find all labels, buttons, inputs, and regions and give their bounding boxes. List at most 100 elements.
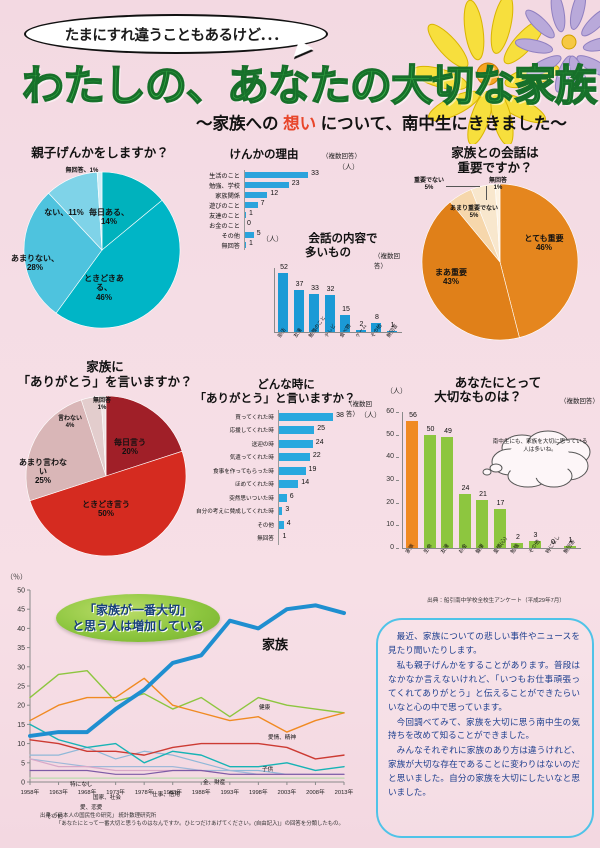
kaiwa-pie-chart [421,184,579,341]
pie-label-tokidoki: ときどきある、 46% [84,274,124,302]
bar-rect [458,493,471,548]
essay-paragraph: 最近、家族についての悲しい事件やニュースを見たり聞いたりします。 [388,631,580,655]
purple-flower-icon [514,0,600,93]
line-series-label: 家族 [262,637,289,652]
bar-rect [293,289,304,332]
line-series [29,669,345,718]
page-title: わたしの、あなたの大切な家族 [21,61,598,110]
taisetsu-title-2: 大切なものは？ [434,390,522,404]
trend-plot: 0 5 10 15 20 25 30 35 40 45 50 1958年 1963年 1968年 1973年… [0,580,360,821]
bar-rect [278,439,313,448]
bar-rect [278,493,287,502]
bar-rect [278,466,306,475]
bar-value-label: 3 [533,532,538,540]
pie-label-nai: ない、11% [44,208,84,217]
axis-tick: 1988年 [192,788,211,796]
bar-rect [340,314,350,332]
tick-mark [396,434,399,436]
axis-tick: 1958年 [21,788,40,796]
bar-value-label: 17 [496,500,505,508]
axis-tick: 0 [390,544,394,551]
pie-label-maa: まあ重要 43% [435,268,467,287]
pie-slice [25,399,107,502]
bar-category-label: 買ってくれた時 [235,414,274,421]
line-series-label: 国家、社会 [93,795,121,801]
taisetsu-plot: 0 10 20 30 40 50 60 56 家族 50 生命 49 友達 24 お金 21 健康 17 愛情(心)… [380,398,594,586]
axis-tick: 2008年 [306,788,325,796]
bar-value-label: 5 [256,230,261,237]
pie-label-totemo: とても重要 46% [524,234,564,253]
bar-category-label: 応援してくれた時 [229,428,274,434]
line-series [29,677,345,733]
line-series-label: 特になし [70,782,93,788]
line-series [29,739,345,760]
bar-rect [244,201,258,208]
poster-header: たまにすれ違うこともあるけど．．． わたしの、あなたの大切な家族 〜家族への 想… [0,0,600,148]
axis-tick: 10 [386,521,394,529]
bar-value-label: 38 [336,411,344,419]
bar-value-label: 12 [270,190,279,197]
bar-rect [278,426,315,434]
kaiwa-naiyou-title-1: 会話の内容で [308,233,378,245]
axis-tick: 1978年 [135,788,154,796]
pie-label-iwanai: 言わない 4% [57,416,82,429]
bar-category-label: その他 [221,233,240,240]
pie-label-amari-juuyou: あまり重要でない 5% [449,206,498,219]
kenka-reason-unit: （人） [338,164,359,171]
donna-toki-title-1: どんな時に [257,379,315,391]
bar-rect [278,507,283,515]
bar-axis [278,410,279,545]
pie-label-mukaitou2: 無回答 1% [488,178,507,191]
donna-toki-unit: （人） [360,412,381,419]
essay-text: 最近、家族についての悲しい事件やニュースを見たり聞いたりします。 私も親子げんかを… [388,630,580,824]
bar-baseline [402,548,581,549]
bar-value-label: 25 [317,425,326,432]
axis-tick: 1968年 [78,788,97,796]
pie-slice [105,396,183,477]
tick-mark [396,480,399,481]
axis-tick: 30 [17,664,25,671]
bar-rect [493,509,506,548]
taisetsu-unit: （人） [386,388,407,395]
axis-tick: 35 [17,645,25,652]
bar-category-label: 友達のこと [209,213,240,220]
bar-category-label: 家族関係 [215,193,240,200]
pie-label-amarinai: あまりない、 28% [11,254,59,273]
bar-value-label: 1 [568,536,573,544]
line-series [29,769,345,775]
bar-rect [423,434,436,548]
bar-category-label: 自分の考えに賛成してくれた時 [196,509,274,515]
bar-rect [563,545,576,548]
pie-label-mukaitou3: 無回答 1% [92,398,111,411]
bar-category-label: お金のこと [209,223,240,230]
axis-tick: 1983年 [163,788,182,796]
line-series-label: 健康 [259,705,271,711]
kenka-reason-plot: 生活のこと 33 勉強、学校 23 家族関係 12 遊びのこと 7 友達のこと 1 お金のこと 0 その… [196,170,386,252]
kaiwa-naiyou-note: （複数回答） [374,253,400,270]
bar-rect [511,543,523,548]
tick-mark [396,548,399,549]
bar-value-label: 52 [280,263,288,271]
bar-rect [406,421,418,548]
kaiwa-pie-title-1: 家族との会話は [451,146,539,160]
bar-rect [278,412,334,421]
pie-slice [29,450,187,557]
essay-paragraph: 今回調べてみて、家族を大切に思う南中生の気持ちを改めて知ることができました。 [388,716,580,741]
pie-label-amari-iwanai: あまり言わない 25% [19,458,67,486]
line-series [29,723,345,772]
bar-yaxis [274,268,275,332]
axis-tick: 10 [17,741,25,748]
bar-rect [371,322,381,332]
flower-decoration [412,0,600,144]
subtitle-suffix: について、南中生にききました〜 [316,115,567,133]
axis-tick: 45 [17,607,25,614]
tick-mark [396,412,399,413]
bar-category-label: 食事を作ってもらった時 [213,468,274,475]
axis-tick: 40 [17,626,25,633]
pie-leader-line [446,186,480,187]
bar-value-label: 8 [375,313,379,321]
bar-axis [244,170,245,250]
essay-paragraph: みんなそれぞれに家族のあり方は違うけれど、家族が大切な存在であることに変わりはな… [388,745,580,798]
line-series-label: 子供 [262,767,274,773]
tick-mark [396,525,399,527]
